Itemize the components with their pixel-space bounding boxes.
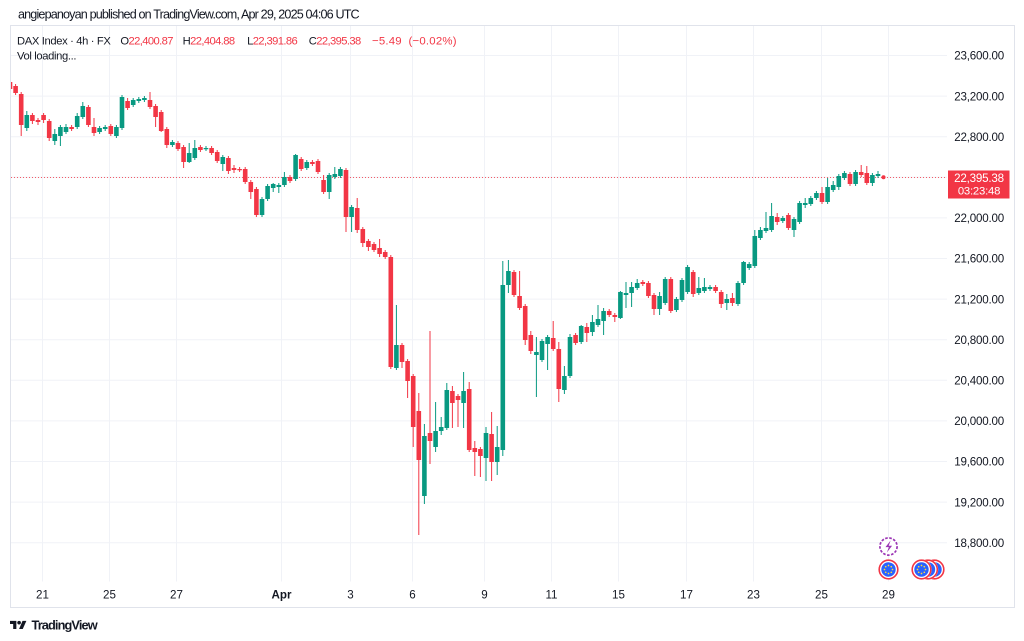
svg-text:11: 11 <box>545 589 557 602</box>
svg-text:25: 25 <box>103 589 116 602</box>
svg-text:−5.49 (−0.02%): −5.49 (−0.02%) <box>372 36 457 48</box>
svg-text:20,400.00: 20,400.00 <box>954 375 1004 388</box>
svg-text:15: 15 <box>612 589 625 602</box>
svg-text:6: 6 <box>409 589 415 602</box>
svg-text:19,200.00: 19,200.00 <box>954 496 1004 509</box>
svg-text:20,800.00: 20,800.00 <box>954 334 1004 347</box>
svg-text:angiepanoyan published on Trad: angiepanoyan published on TradingView.co… <box>18 8 360 22</box>
svg-text:18,800.00: 18,800.00 <box>954 537 1004 550</box>
svg-text:21: 21 <box>36 589 49 602</box>
svg-text:L22,391.86: L22,391.86 <box>247 36 297 48</box>
svg-text:TradingView: TradingView <box>32 618 98 633</box>
svg-text:Vol loading...: Vol loading... <box>17 51 76 63</box>
svg-text:9: 9 <box>481 589 487 602</box>
svg-text:H22,404.88: H22,404.88 <box>183 36 235 48</box>
svg-text:22,800.00: 22,800.00 <box>954 131 1004 144</box>
svg-text:29: 29 <box>882 589 895 602</box>
svg-text:23: 23 <box>747 589 760 602</box>
svg-text:21,600.00: 21,600.00 <box>954 253 1004 266</box>
svg-text:3: 3 <box>347 589 353 602</box>
svg-text:25: 25 <box>815 589 828 602</box>
svg-text:03:23:48: 03:23:48 <box>958 185 1000 197</box>
svg-text:23,200.00: 23,200.00 <box>954 90 1004 103</box>
svg-text:19,600.00: 19,600.00 <box>954 456 1004 469</box>
svg-text:22,000.00: 22,000.00 <box>954 212 1004 225</box>
svg-text:21,200.00: 21,200.00 <box>954 293 1004 306</box>
svg-text:27: 27 <box>170 589 183 602</box>
svg-text:22,395.38: 22,395.38 <box>954 172 1004 185</box>
svg-text:Apr: Apr <box>272 589 292 602</box>
svg-text:O22,400.87: O22,400.87 <box>120 36 173 48</box>
svg-text:C22,395.38: C22,395.38 <box>309 36 361 48</box>
svg-text:20,000.00: 20,000.00 <box>954 415 1004 428</box>
svg-text:17: 17 <box>680 589 693 602</box>
svg-text:DAX Index · 4h · FX: DAX Index · 4h · FX <box>17 36 111 48</box>
svg-text:23,600.00: 23,600.00 <box>954 50 1004 63</box>
